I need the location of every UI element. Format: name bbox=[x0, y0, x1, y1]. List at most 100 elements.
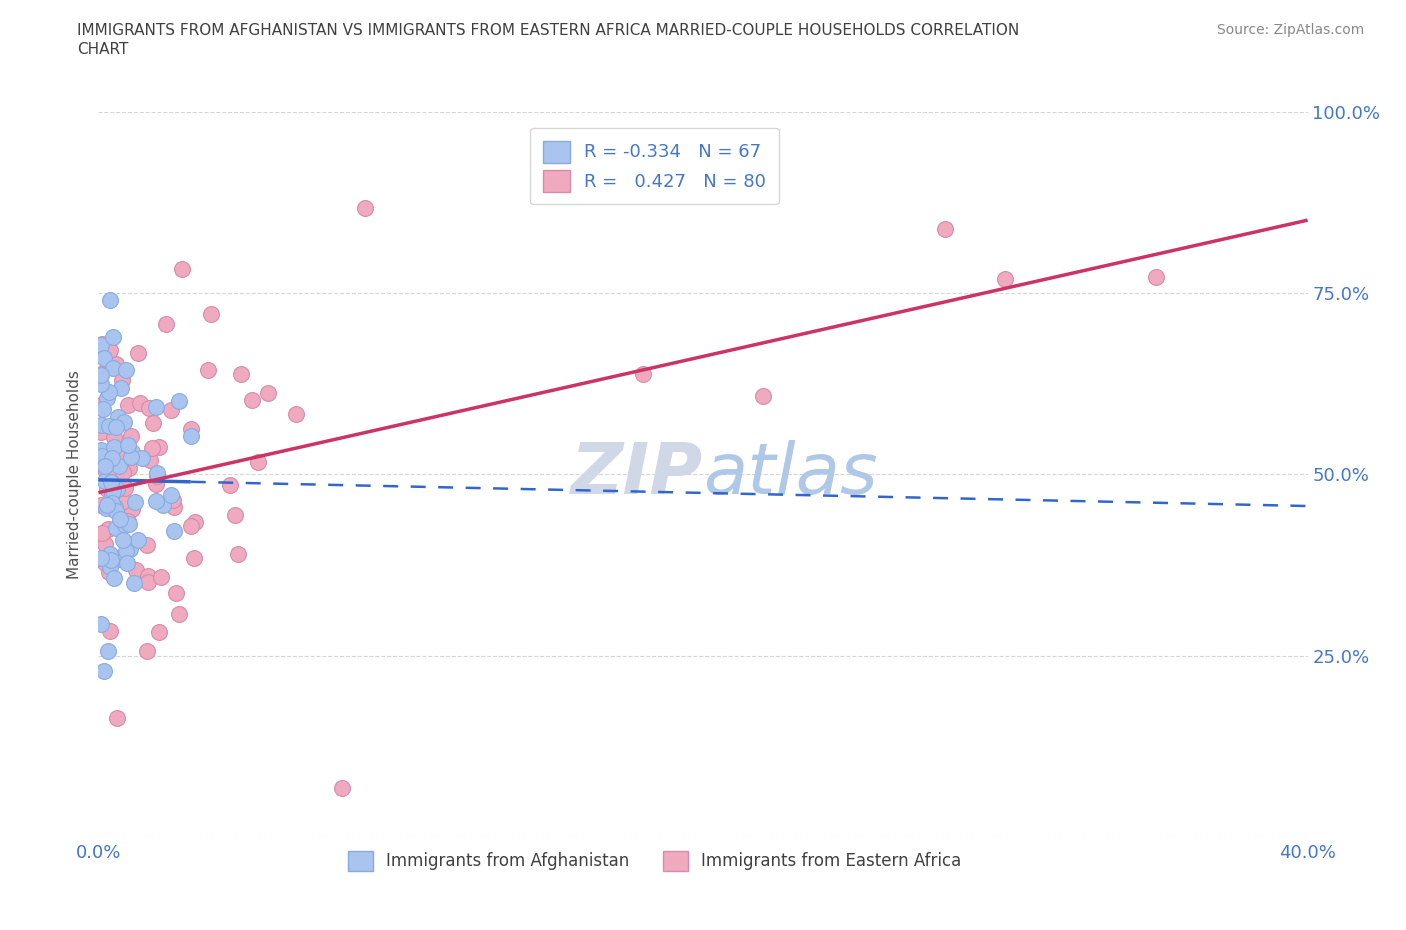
Point bbox=[107, 410, 129, 425]
Point bbox=[180, 421, 202, 436]
Text: ZIP: ZIP bbox=[571, 440, 703, 509]
Point bbox=[90, 338, 112, 352]
Point bbox=[117, 513, 139, 528]
Point bbox=[112, 451, 135, 466]
Point bbox=[138, 453, 160, 468]
Point bbox=[180, 519, 202, 534]
Point bbox=[101, 486, 124, 501]
Point bbox=[112, 414, 135, 429]
Point bbox=[136, 568, 159, 583]
Point bbox=[90, 551, 112, 565]
Legend: Immigrants from Afghanistan, Immigrants from Eastern Africa: Immigrants from Afghanistan, Immigrants … bbox=[340, 843, 970, 880]
Point bbox=[98, 342, 121, 357]
Point bbox=[122, 576, 145, 591]
Point bbox=[118, 541, 141, 556]
Point bbox=[125, 563, 148, 578]
Y-axis label: Married-couple Households: Married-couple Households bbox=[67, 370, 83, 578]
Point bbox=[127, 345, 149, 360]
Point bbox=[100, 474, 122, 489]
Point bbox=[96, 498, 118, 512]
Point bbox=[98, 293, 121, 308]
Point bbox=[121, 445, 143, 459]
Point bbox=[101, 329, 124, 344]
Point bbox=[131, 451, 153, 466]
Text: atlas: atlas bbox=[703, 440, 877, 509]
Point bbox=[118, 461, 141, 476]
Point bbox=[98, 559, 121, 574]
Point bbox=[136, 644, 159, 658]
Point bbox=[148, 440, 170, 455]
Point bbox=[162, 493, 184, 508]
Point bbox=[120, 450, 142, 465]
Point bbox=[145, 476, 167, 491]
Point bbox=[100, 450, 122, 465]
Point bbox=[110, 380, 132, 395]
Point bbox=[90, 366, 112, 381]
Point bbox=[150, 569, 173, 584]
Point bbox=[108, 458, 131, 473]
Point bbox=[114, 517, 136, 532]
Point bbox=[155, 317, 177, 332]
Point bbox=[120, 429, 142, 444]
Point bbox=[91, 337, 114, 352]
Point bbox=[90, 367, 112, 382]
Point bbox=[104, 499, 127, 514]
Point bbox=[100, 552, 122, 567]
Point bbox=[91, 402, 114, 417]
Text: IMMIGRANTS FROM AFGHANISTAN VS IMMIGRANTS FROM EASTERN AFRICA MARRIED-COUPLE HOU: IMMIGRANTS FROM AFGHANISTAN VS IMMIGRANT… bbox=[77, 23, 1019, 38]
Point bbox=[90, 498, 112, 512]
Point bbox=[96, 482, 118, 497]
Point bbox=[94, 458, 117, 473]
Point bbox=[197, 363, 219, 378]
Point bbox=[111, 464, 134, 479]
Point bbox=[93, 351, 115, 365]
Point bbox=[96, 391, 118, 405]
Point bbox=[246, 455, 269, 470]
Point bbox=[103, 439, 125, 454]
Point bbox=[117, 437, 139, 452]
Point bbox=[141, 441, 163, 456]
Point bbox=[105, 711, 128, 725]
Point bbox=[94, 551, 117, 566]
Point bbox=[90, 397, 112, 412]
Point bbox=[98, 547, 121, 562]
Point bbox=[94, 556, 117, 571]
Point bbox=[752, 388, 775, 403]
Point bbox=[118, 516, 141, 531]
Point bbox=[115, 556, 138, 571]
Point bbox=[226, 547, 249, 562]
Point bbox=[105, 521, 128, 536]
Point bbox=[631, 367, 654, 382]
Point bbox=[94, 474, 117, 489]
Point bbox=[115, 363, 138, 378]
Point bbox=[284, 406, 307, 421]
Point bbox=[240, 392, 263, 407]
Point bbox=[229, 366, 252, 381]
Point bbox=[90, 425, 112, 440]
Point bbox=[104, 553, 127, 568]
Point bbox=[200, 307, 222, 322]
Point bbox=[103, 570, 125, 585]
Point bbox=[256, 386, 278, 401]
Point bbox=[111, 372, 134, 387]
Point bbox=[100, 447, 122, 462]
Point bbox=[93, 663, 115, 678]
Point bbox=[107, 551, 129, 566]
Point bbox=[108, 519, 131, 534]
Text: CHART: CHART bbox=[77, 42, 129, 57]
Point bbox=[110, 514, 132, 529]
Point bbox=[129, 395, 152, 410]
Point bbox=[90, 449, 112, 464]
Point bbox=[111, 533, 134, 548]
Point bbox=[218, 478, 240, 493]
Point bbox=[101, 485, 124, 499]
Point bbox=[97, 418, 120, 433]
Point bbox=[103, 430, 125, 445]
Point bbox=[121, 502, 143, 517]
Point bbox=[145, 494, 167, 509]
Point bbox=[163, 524, 186, 538]
Point bbox=[184, 514, 207, 529]
Point bbox=[90, 377, 112, 392]
Point bbox=[105, 356, 128, 371]
Point bbox=[136, 538, 159, 552]
